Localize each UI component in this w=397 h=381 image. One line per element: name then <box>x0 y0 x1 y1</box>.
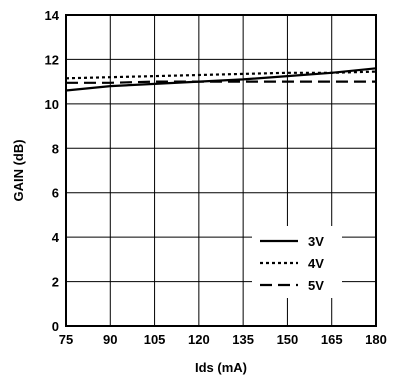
x-tick-label: 180 <box>365 332 387 347</box>
x-tick-label: 90 <box>103 332 117 347</box>
y-tick-label: 0 <box>52 319 59 334</box>
x-tick-label: 105 <box>144 332 166 347</box>
series-lines <box>65 67 377 92</box>
y-tick-label: 14 <box>45 8 60 23</box>
series-line-4V <box>65 70 377 80</box>
series-line-3V <box>65 67 377 92</box>
y-tick-label: 6 <box>52 186 59 201</box>
y-tick-label: 2 <box>52 275 59 290</box>
y-tick-label: 12 <box>45 52 59 67</box>
grid <box>65 14 377 327</box>
x-tick-label: 150 <box>277 332 299 347</box>
y-tick-label: 4 <box>52 230 60 245</box>
x-tick-labels: 75 90 105 120 135 150 165 180 <box>59 332 387 347</box>
plot-frame <box>65 14 377 327</box>
x-tick-label: 165 <box>321 332 343 347</box>
legend: 3V 4V 5V <box>252 226 342 298</box>
legend-label-3V: 3V <box>308 234 324 249</box>
x-tick-label: 120 <box>188 332 210 347</box>
x-axis-title: Ids (mA) <box>195 360 247 375</box>
legend-label-4V: 4V <box>308 256 324 271</box>
y-tick-label: 10 <box>45 97 59 112</box>
x-tick-label: 75 <box>59 332 73 347</box>
y-axis-title: GAIN (dB) <box>11 139 26 201</box>
y-tick-label: 8 <box>52 141 59 156</box>
legend-label-5V: 5V <box>308 278 324 293</box>
x-tick-label: 135 <box>232 332 254 347</box>
series-line-5V <box>66 80 376 84</box>
y-tick-labels: 0 2 4 6 8 10 12 14 <box>45 8 60 334</box>
